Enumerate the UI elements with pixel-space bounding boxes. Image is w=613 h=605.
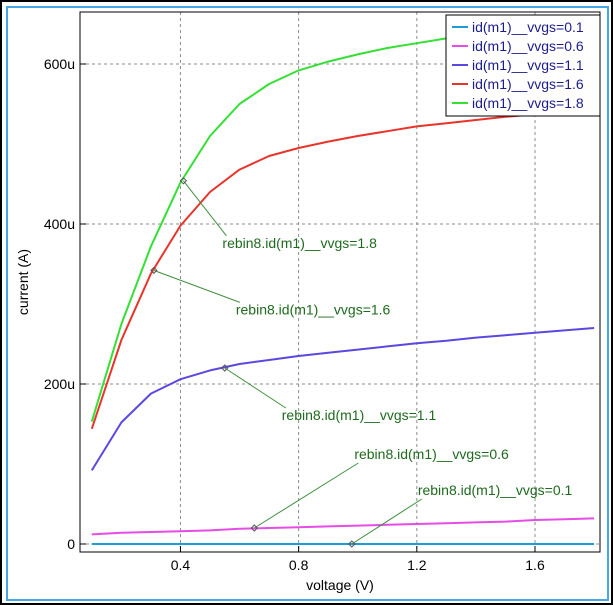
- legend-box: [445, 14, 601, 117]
- annotation-marker: [179, 177, 188, 185]
- annotation-leader: [183, 180, 227, 237]
- x-tick-label: 1.6: [525, 557, 545, 573]
- axis-ticks: 0.4 0.8 1.2 1.6 0 200u 400u 600u: [44, 56, 545, 573]
- annotation-marker: [221, 364, 229, 372]
- annotation-leader: [254, 462, 359, 529]
- annotation-marker: [348, 540, 356, 548]
- annotation-label: rebin8.id(m1)__vvgs=0.1: [418, 482, 573, 498]
- y-tick-label: 200u: [44, 376, 75, 392]
- plot-border: [6, 6, 609, 601]
- y-tick-label: 0: [67, 536, 75, 552]
- annotation-leader: [224, 367, 287, 409]
- y-tick-label: 600u: [44, 56, 75, 72]
- legend[interactable]: id(m1)__vvgs=0.1 id(m1)__vvgs=0.6 id(m1)__…: [445, 14, 601, 117]
- legend-entry-0[interactable]: id(m1)__vvgs=0.1: [472, 19, 584, 35]
- series-line-1: [91, 517, 595, 536]
- series-line-3: [90, 108, 595, 430]
- annotation-marker: [150, 266, 158, 275]
- legend-entry-3[interactable]: id(m1)__vvgs=1.6: [472, 76, 584, 92]
- annotation-label: rebin8.id(m1)__vvgs=1.6: [236, 301, 391, 317]
- annotation-label: rebin8.id(m1)__vvgs=1.1: [282, 407, 437, 423]
- plot-area: [79, 11, 601, 553]
- y-tick-label: 400u: [44, 216, 75, 232]
- legend-entry-4[interactable]: id(m1)__vvgs=1.8: [472, 95, 584, 111]
- annotation-leader: [351, 498, 423, 545]
- legend-entry-2[interactable]: id(m1)__vvgs=1.1: [472, 57, 584, 73]
- annotation-label: rebin8.id(m1)__vvgs=0.6: [354, 446, 509, 462]
- legend-entry-1[interactable]: id(m1)__vvgs=0.6: [472, 38, 584, 54]
- annotation-marker: [250, 524, 259, 532]
- annotation-label: rebin8.id(m1)__vvgs=1.8: [222, 235, 377, 251]
- x-tick-label: 0.4: [171, 557, 191, 573]
- y-axis-title: current (A): [15, 249, 31, 315]
- annotations: rebin8.id(m1)__vvgs=1.8 rebin8.id(m1)__vv…: [150, 177, 573, 548]
- series-line-2: [90, 327, 595, 471]
- x-axis-title: voltage (V): [306, 577, 374, 593]
- x-tick-label: 0.8: [289, 557, 309, 573]
- annotation-leader: [153, 269, 241, 303]
- x-tick-label: 1.2: [407, 557, 427, 573]
